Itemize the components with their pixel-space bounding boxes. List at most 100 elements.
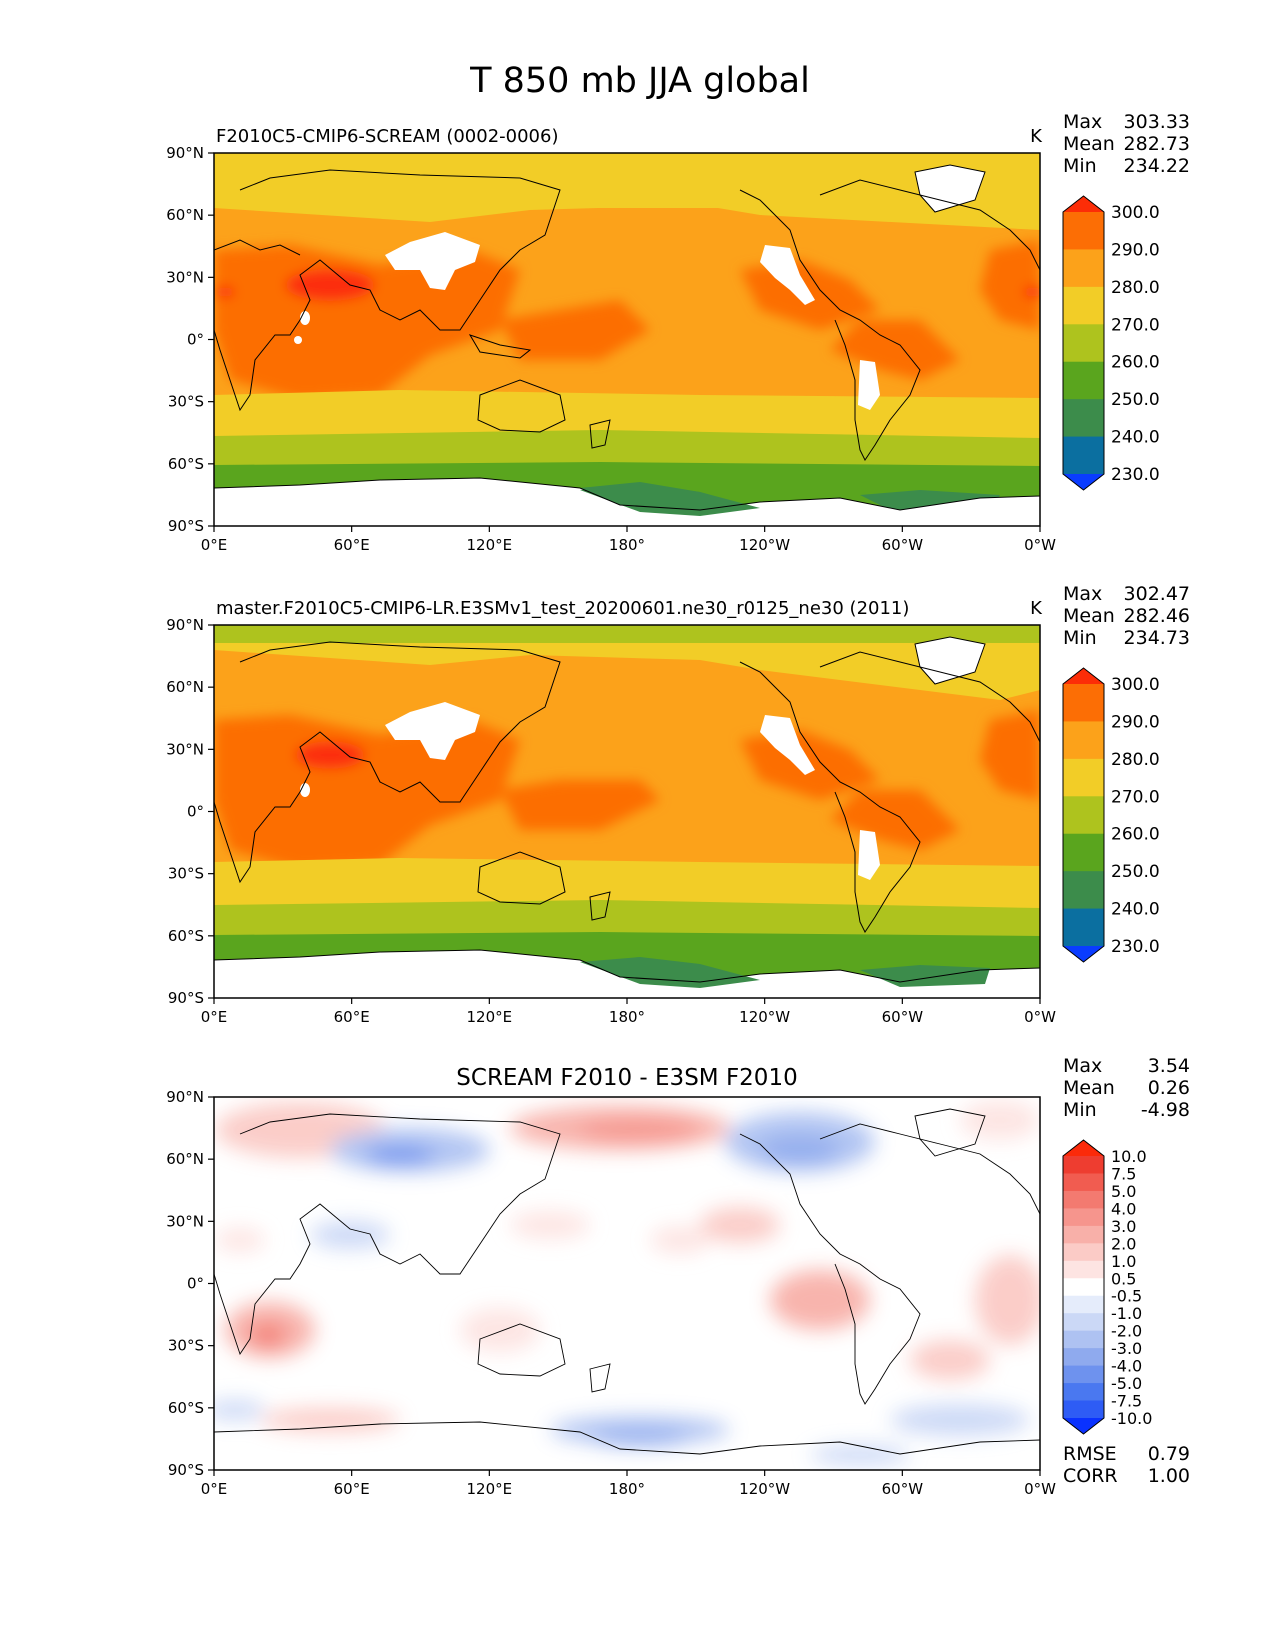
colorbar-extend-max (1063, 668, 1104, 684)
stat-label: Max (1063, 111, 1102, 133)
panel-3-extra-stats: RMSE 0.79 CORR 1.00 (1063, 1443, 1190, 1487)
stat-label: Mean (1063, 1077, 1115, 1099)
panel-1-axes: 0°E 60°E 120°E 180° 120°W 60°W 0°W 90°N 60°N 30°N… (166, 144, 1056, 554)
extra-stat-value: 0.79 (1148, 1443, 1190, 1465)
colorbar-segment (1063, 1348, 1104, 1367)
panel-1-map (214, 153, 1040, 526)
colorbar-label: 290.0 (1111, 712, 1160, 732)
x-tick-label: 120°E (467, 1480, 513, 1498)
y-tick-label: 90°S (168, 989, 204, 1007)
stat-label: Mean (1063, 133, 1115, 155)
panel-3-colorbar: -10.0-7.5-5.0-4.0-3.0-2.0-1.0-0.50.51.02… (1062, 1139, 1152, 1435)
x-tick-label: 120°E (467, 536, 513, 554)
y-tick-label: 90°N (166, 1088, 204, 1106)
extra-stat-label: RMSE (1063, 1443, 1117, 1465)
stat-value: 303.33 (1124, 111, 1190, 133)
x-tick-label: 0°W (1024, 536, 1056, 554)
stat-value: -4.98 (1141, 1099, 1190, 1121)
y-tick-label: 60°N (166, 678, 204, 696)
colorbar-label: -5.0 (1111, 1374, 1142, 1393)
x-tick-label: 60°W (882, 536, 924, 554)
colorbar-outline (1062, 195, 1105, 491)
x-tick-label: 0°W (1024, 1480, 1056, 1498)
colorbar-segment (1063, 1400, 1104, 1419)
extra-stat-label: CORR (1063, 1465, 1118, 1487)
x-tick-label: 0°E (201, 1008, 228, 1026)
colorbar-label: -2.0 (1111, 1322, 1142, 1341)
y-tick-label: 30°N (166, 268, 204, 286)
colorbar-label: 260.0 (1111, 353, 1160, 373)
colorbar-extend-min (1063, 946, 1104, 962)
y-tick-label: 60°S (168, 927, 204, 945)
colorbar-label: -1.0 (1111, 1304, 1142, 1323)
colorbar-segment (1063, 871, 1104, 910)
colorbar-segment (1063, 908, 1104, 947)
panel-2-units: K (1030, 598, 1043, 619)
stat-value: 3.54 (1148, 1055, 1190, 1077)
panel-1-colorbar: 230.0 240.0 250.0 260.0 270.0 280.0 290.0 300.0 (1062, 195, 1160, 491)
y-tick-label: 60°N (166, 1150, 204, 1168)
x-tick-label: 120°W (739, 536, 790, 554)
colorbar-label: -0.5 (1111, 1287, 1142, 1306)
colorbar-label: 240.0 (1111, 428, 1160, 448)
colorbar-label: -7.5 (1111, 1392, 1142, 1411)
colorbar-segment (1063, 833, 1104, 872)
x-tick-label: 120°E (467, 1008, 513, 1026)
x-tick-label: 60°E (334, 1008, 370, 1026)
colorbar-segment (1063, 758, 1104, 797)
colorbar-label: 280.0 (1111, 278, 1160, 298)
y-tick-label: 90°S (168, 1461, 204, 1479)
colorbar-segment (1063, 1243, 1104, 1262)
x-tick-label: 120°W (739, 1480, 790, 1498)
x-tick-label: 180° (609, 536, 645, 554)
panel-2: master.F2010C5-CMIP6-LR.E3SMv1_test_2020… (166, 583, 1190, 1026)
x-tick-label: 180° (609, 1480, 645, 1498)
x-tick-label: 0°E (201, 536, 228, 554)
colorbar-label: 300.0 (1111, 203, 1160, 223)
colorbar-label: -4.0 (1111, 1357, 1142, 1376)
colorbar-extend-min (1063, 1418, 1104, 1434)
colorbar-segment (1063, 1330, 1104, 1349)
panel-2-map (214, 625, 1040, 998)
x-tick-label: 60°E (334, 1480, 370, 1498)
colorbar-segment (1063, 1313, 1104, 1332)
colorbar-label: 270.0 (1111, 315, 1160, 335)
x-tick-label: 60°W (882, 1008, 924, 1026)
y-tick-label: 30°S (168, 393, 204, 411)
stat-label: Mean (1063, 605, 1115, 627)
y-tick-label: 0° (187, 331, 204, 349)
extra-stat-value: 1.00 (1148, 1465, 1190, 1487)
stat-label: Min (1063, 1099, 1097, 1121)
colorbar-segment (1063, 1295, 1104, 1314)
colorbar-label: -10.0 (1111, 1409, 1152, 1428)
figure-title: T 850 mb JJA global (469, 61, 810, 101)
colorbar-segment (1063, 1225, 1104, 1244)
colorbar-extend-max (1063, 1140, 1104, 1156)
colorbar-label: 290.0 (1111, 240, 1160, 260)
colorbar-extend-min (1063, 474, 1104, 490)
colorbar-label: 1.0 (1111, 1252, 1136, 1271)
colorbar-segment (1063, 249, 1104, 288)
panel-1-title: F2010C5-CMIP6-SCREAM (0002-0006) (216, 126, 558, 147)
y-tick-label: 90°N (166, 144, 204, 162)
colorbar-label: 4.0 (1111, 1199, 1136, 1218)
stat-value: 0.26 (1148, 1077, 1190, 1099)
y-tick-label: 90°S (168, 517, 204, 535)
panel-3-map (214, 1097, 1040, 1470)
panel-2-stats: Max 302.47 Mean 282.46 Min 234.73 (1063, 583, 1190, 649)
panel-3: SCREAM F2010 - E3SM F2010 (166, 1055, 1190, 1498)
colorbar-segment (1063, 324, 1104, 363)
y-tick-label: 90°N (166, 616, 204, 634)
colorbar-segment (1063, 721, 1104, 760)
y-tick-label: 30°N (166, 1212, 204, 1230)
y-tick-label: 60°S (168, 455, 204, 473)
colorbar-label: 7.5 (1111, 1164, 1136, 1183)
panel-3-stats: Max 3.54 Mean 0.26 Min -4.98 (1063, 1055, 1190, 1121)
colorbar-label: 250.0 (1111, 390, 1160, 410)
colorbar-label: 280.0 (1111, 750, 1160, 770)
colorbar-label: 5.0 (1111, 1182, 1136, 1201)
colorbar-label: 270.0 (1111, 787, 1160, 807)
colorbar-outline (1062, 667, 1105, 963)
stat-value: 234.73 (1124, 627, 1190, 649)
